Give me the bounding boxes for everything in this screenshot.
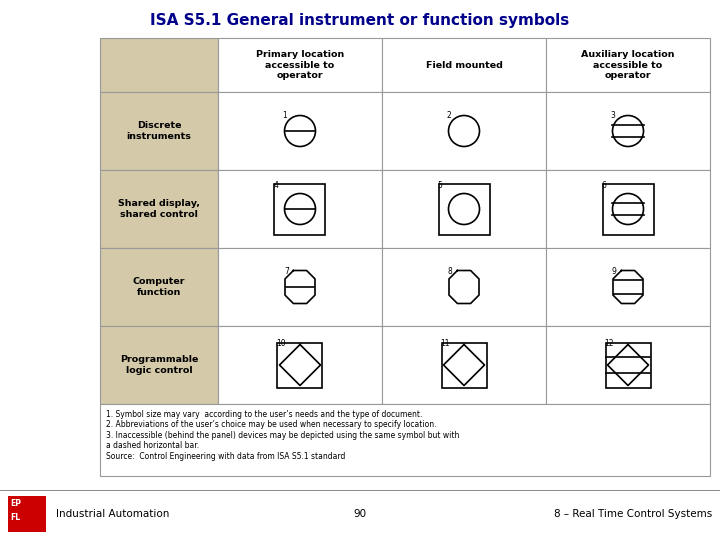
Text: 3: 3 [611, 111, 616, 120]
Bar [382, 326, 546, 404]
Bar [218, 326, 382, 404]
Text: 5: 5 [438, 180, 442, 190]
Bar [546, 92, 710, 170]
Text: Auxiliary location
accessible to
operator: Auxiliary location accessible to operato… [581, 50, 675, 80]
Text: Computer
function: Computer function [132, 278, 185, 296]
Bar [546, 248, 710, 326]
Text: EP: EP [10, 499, 21, 508]
Bar [100, 170, 218, 248]
Text: 10: 10 [276, 339, 286, 348]
Bar [100, 92, 218, 170]
Bar [606, 342, 650, 388]
Bar [274, 184, 325, 234]
Bar [546, 326, 710, 404]
Text: Industrial Automation: Industrial Automation [56, 509, 169, 519]
Text: ISA S5.1 General instrument or function symbols: ISA S5.1 General instrument or function … [150, 12, 570, 28]
Text: 11: 11 [441, 339, 450, 348]
Text: 8: 8 [448, 267, 453, 275]
Text: FL: FL [10, 513, 20, 522]
Text: 1: 1 [282, 111, 287, 120]
Text: 4: 4 [274, 180, 279, 190]
Bar [382, 170, 546, 248]
Bar [546, 38, 710, 92]
Text: 90: 90 [354, 509, 366, 519]
Bar [603, 184, 654, 234]
Text: Programmable
logic control: Programmable logic control [120, 355, 198, 375]
Bar [100, 248, 218, 326]
Bar [100, 38, 218, 92]
Bar [218, 92, 382, 170]
Bar [441, 342, 487, 388]
Text: Primary location
accessible to
operator: Primary location accessible to operator [256, 50, 344, 80]
Bar [218, 170, 382, 248]
Bar [382, 38, 546, 92]
Bar [382, 248, 546, 326]
Text: Field mounted: Field mounted [426, 60, 503, 70]
Bar [382, 92, 546, 170]
Bar [100, 326, 218, 404]
Text: 12: 12 [605, 339, 614, 348]
Bar [218, 38, 382, 92]
Bar [438, 184, 490, 234]
Text: Shared display,
shared control: Shared display, shared control [118, 199, 200, 219]
Bar [8, 496, 46, 532]
Text: Discrete
instruments: Discrete instruments [127, 122, 192, 141]
Text: 1. Symbol size may vary  according to the user’s needs and the type of document.: 1. Symbol size may vary according to the… [106, 410, 459, 461]
Text: 2: 2 [446, 111, 451, 120]
Text: 7: 7 [284, 267, 289, 275]
Text: 6: 6 [601, 180, 606, 190]
Bar [277, 342, 323, 388]
Text: 8 – Real Time Control Systems: 8 – Real Time Control Systems [554, 509, 712, 519]
Bar [218, 248, 382, 326]
Bar [100, 404, 710, 476]
Bar [546, 170, 710, 248]
Text: 9: 9 [612, 267, 617, 275]
